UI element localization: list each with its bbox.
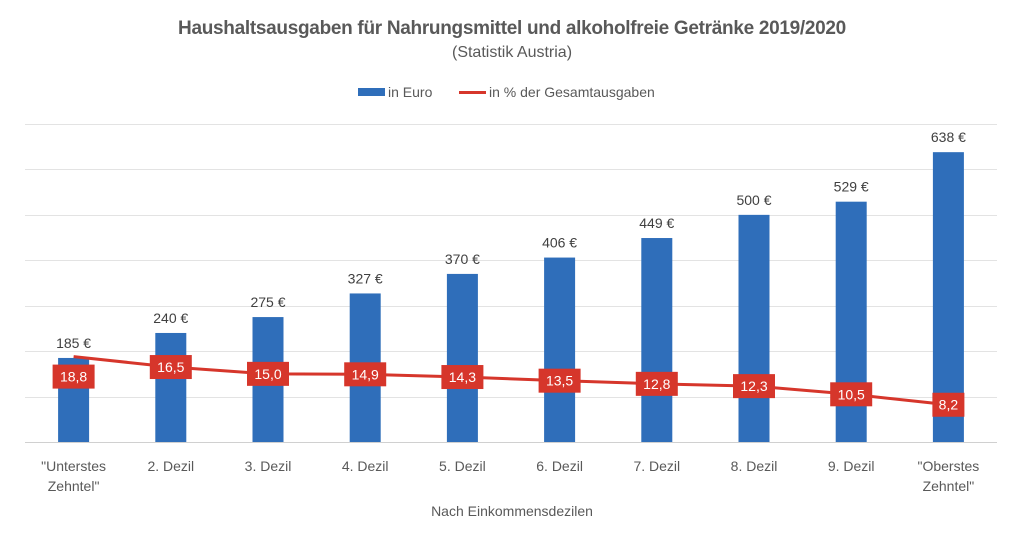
percent-label-text: 12,8 (643, 376, 670, 392)
chart-title: Haushaltsausgaben für Nahrungsmittel und… (178, 18, 846, 39)
percent-label-text: 10,5 (838, 386, 865, 402)
percent-label-box (344, 362, 387, 387)
x-tick-label: 9. Dezil (828, 458, 875, 474)
percent-data-label: 14,9 (344, 362, 387, 387)
percent-data-label: 13,5 (538, 368, 581, 393)
percent-label-text: 8,2 (939, 397, 959, 413)
percent-line (73, 355, 949, 407)
bar-data-label: 406 € (542, 235, 577, 251)
bar-data-label: 240 € (153, 310, 188, 326)
percent-data-label: 8,2 (932, 392, 965, 417)
bar (544, 257, 576, 442)
legend-item-euro: in Euro (358, 84, 432, 100)
percent-label-text: 13,5 (546, 373, 573, 389)
legend-label-euro: in Euro (388, 84, 433, 100)
percent-data-label: 18,8 (52, 364, 95, 389)
bar-data-label: 449 € (639, 215, 674, 231)
percent-label-text: 18,8 (60, 369, 87, 385)
x-tick-label: "Unterstes Zehntel" (41, 458, 106, 494)
x-tick-label: 3. Dezil (245, 458, 292, 474)
percent-label-box (932, 392, 965, 417)
gridlines (25, 124, 997, 443)
bar-series (58, 152, 964, 442)
x-tick-labels: "Unterstes Zehntel" 2. Dezil 3. Dezil 4. Dez… (41, 458, 979, 494)
x-tick-label: 7. Dezil (633, 458, 680, 474)
bar-data-labels: 185 € 240 € 275 € 327 € 370 € 406 € 449 € 500 €… (56, 129, 966, 351)
percent-data-label: 15,0 (247, 361, 289, 386)
x-tick-label-line: 6. Dezil (536, 458, 583, 474)
bar-data-label: 275 € (250, 294, 285, 310)
x-tick-label-line: 3. Dezil (245, 458, 292, 474)
line-data-labels: 18,8 16,5 15,0 14,9 14,3 13,5 12,8 12,3 10,5 8,2 (52, 355, 965, 417)
percent-label-box (538, 368, 581, 393)
percent-label-box (733, 374, 775, 399)
line-series (73, 355, 949, 407)
percent-label-box (830, 382, 873, 407)
percent-data-label: 14,3 (441, 365, 484, 390)
x-tick-label-line: "Oberstes (918, 458, 980, 474)
bar (446, 273, 478, 442)
legend-label-percent: in % der Gesamtausgaben (489, 84, 655, 100)
x-tick-label-line: 4. Dezil (342, 458, 389, 474)
x-tick-label-line: Zehntel" (923, 478, 975, 494)
x-tick-label: 6. Dezil (536, 458, 583, 474)
percent-data-label: 12,8 (635, 371, 678, 396)
percent-label-box (441, 365, 484, 390)
x-tick-label-line: 9. Dezil (828, 458, 875, 474)
bar (738, 214, 770, 442)
bar (155, 332, 187, 442)
percent-label-text: 12,3 (740, 378, 767, 394)
percent-label-text: 14,9 (352, 366, 379, 382)
x-tick-label: 8. Dezil (731, 458, 778, 474)
x-tick-label: "Oberstes Zehntel" (918, 458, 980, 494)
percent-data-label: 10,5 (830, 382, 873, 407)
x-tick-label: 5. Dezil (439, 458, 486, 474)
percent-data-label: 16,5 (149, 355, 192, 380)
x-tick-label: 2. Dezil (147, 458, 194, 474)
x-axis-title: Nach Einkommensdezilen (431, 503, 593, 519)
legend-item-percent: in % der Gesamtausgaben (459, 84, 655, 100)
x-tick-label-line: 2. Dezil (147, 458, 194, 474)
x-tick-label-line: 5. Dezil (439, 458, 486, 474)
x-tick-label-line: 8. Dezil (731, 458, 778, 474)
x-tick-label: 4. Dezil (342, 458, 389, 474)
percent-label-text: 15,0 (254, 366, 281, 382)
bar-data-label: 638 € (931, 129, 966, 145)
percent-label-box (149, 355, 192, 380)
percent-data-label: 12,3 (733, 374, 775, 399)
bar-data-label: 327 € (348, 270, 383, 286)
legend-line-swatch-icon (459, 90, 486, 94)
legend-bar-swatch-icon (358, 88, 385, 96)
percent-label-text: 16,5 (157, 359, 184, 375)
percent-label-box (52, 364, 95, 389)
chart-subtitle: (Statistik Austria) (451, 44, 573, 61)
legend: in Euro in % der Gesamtausgaben (0, 84, 1024, 104)
bar-data-label: 370 € (445, 251, 480, 267)
x-tick-label-line: 7. Dezil (633, 458, 680, 474)
percent-label-box (247, 361, 289, 386)
bar-data-label: 185 € (56, 335, 91, 351)
bar-data-label: 529 € (834, 179, 869, 195)
x-tick-label-line: Zehntel" (48, 478, 100, 494)
bar-data-label: 500 € (736, 192, 771, 208)
bar (641, 238, 673, 442)
x-tick-label-line: "Unterstes (41, 458, 106, 474)
percent-label-box (635, 371, 678, 396)
percent-label-text: 14,3 (449, 369, 476, 385)
